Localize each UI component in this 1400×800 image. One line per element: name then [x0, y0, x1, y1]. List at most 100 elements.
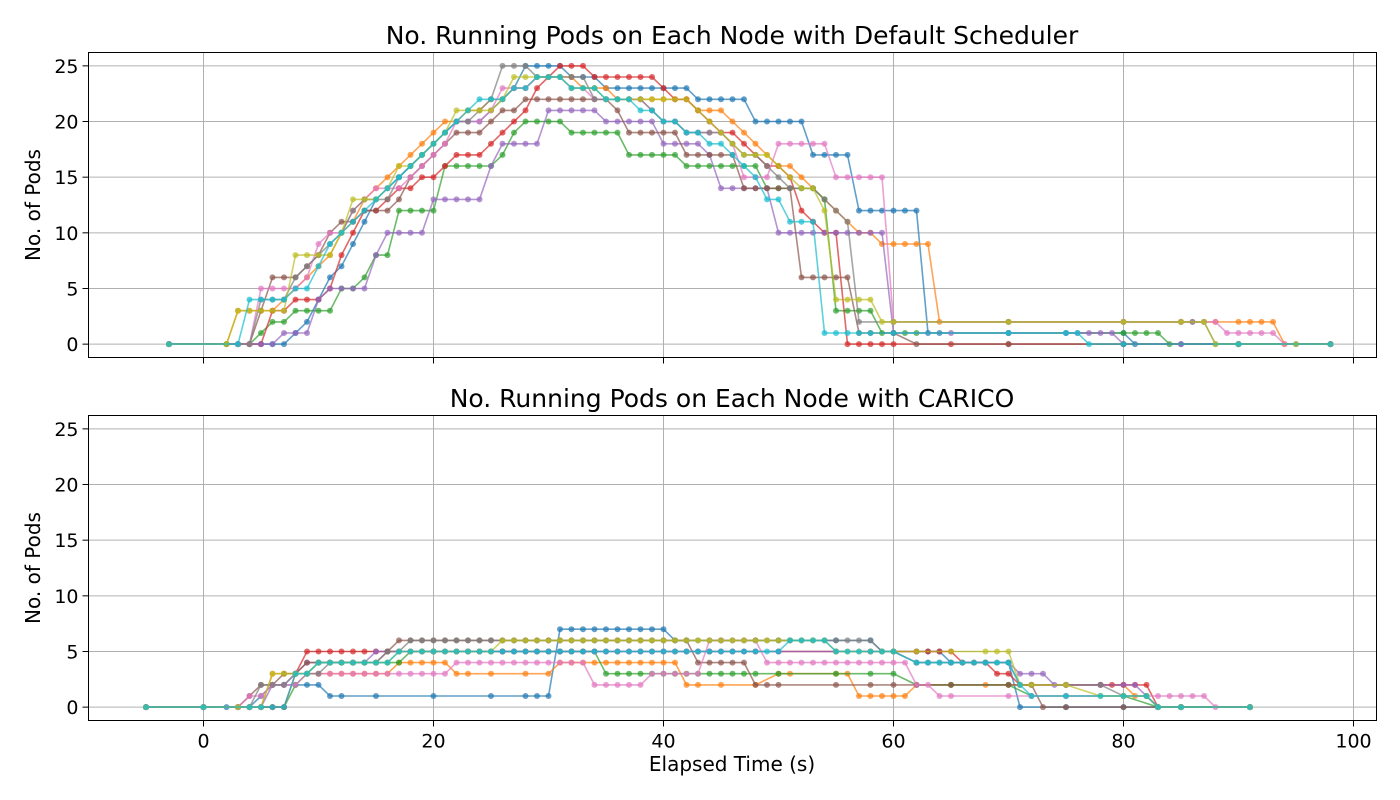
- top-chart-data-point: [798, 274, 805, 281]
- top-chart-data-point: [304, 263, 310, 270]
- top-chart-series-line: [169, 76, 1331, 345]
- bottom-chart-data-point: [798, 637, 805, 644]
- top-chart-data-point: [568, 74, 575, 80]
- bottom-chart-data-point: [1120, 704, 1127, 711]
- bottom-chart-data-point: [384, 648, 391, 655]
- top-chart-data-point: [1327, 341, 1334, 348]
- top-chart-data-point: [281, 296, 287, 303]
- bottom-chart-data-point: [775, 659, 782, 666]
- top-chart-data-point: [833, 151, 839, 158]
- bottom-chart-data-point: [246, 693, 253, 699]
- bottom-chart-data-point: [534, 693, 540, 699]
- bottom-chart-data-point: [626, 648, 632, 655]
- top-chart-data-point: [787, 218, 793, 225]
- top-chart-data-point: [913, 241, 920, 247]
- top-chart-data-point: [718, 96, 724, 103]
- top-chart-data-point: [626, 74, 632, 80]
- top-chart-data-point: [1201, 318, 1207, 325]
- top-chart-data-point: [269, 341, 276, 348]
- bottom-chart-data-point: [384, 670, 391, 677]
- bottom-chart-data-point: [706, 659, 713, 666]
- top-chart-data-point: [350, 285, 356, 292]
- bottom-chart-data-point: [614, 626, 621, 633]
- top-chart-data-point: [511, 118, 517, 125]
- bottom-chart-panel: No. Running Pods on Each Node with CARIC…: [21, 384, 1377, 776]
- top-chart-data-point: [453, 129, 460, 136]
- top-chart-data-point: [476, 107, 483, 114]
- bottom-chart-data-point: [695, 681, 701, 688]
- top-chart-data-point: [660, 151, 667, 158]
- top-chart-data-point: [614, 107, 621, 114]
- top-chart-data-point: [844, 151, 851, 158]
- bottom-chart-data-point: [522, 648, 529, 655]
- bottom-chart-data-point: [637, 648, 644, 655]
- top-chart-data-point: [545, 74, 552, 80]
- top-chart-data-point: [890, 330, 897, 336]
- bottom-chart-data-point: [327, 659, 333, 666]
- bottom-chart-data-point: [1063, 704, 1069, 711]
- top-chart-data-point: [1155, 330, 1161, 336]
- bottom-chart-data-point: [430, 648, 437, 655]
- bottom-chart-data-point: [1178, 704, 1184, 711]
- top-chart-data-point: [361, 218, 368, 225]
- top-chart-data-point: [258, 285, 264, 292]
- bottom-chart-data-point: [660, 659, 667, 666]
- bottom-chart-data-point: [545, 693, 552, 699]
- bottom-chart-data-point: [775, 637, 782, 644]
- bottom-chart-data-point: [867, 637, 874, 644]
- top-chart-data-point: [764, 118, 770, 125]
- top-chart-data-point: [603, 85, 609, 92]
- top-chart-data-point: [718, 129, 724, 136]
- top-chart-data-point: [856, 330, 862, 336]
- top-chart-data-point: [488, 140, 494, 147]
- top-chart-series-4: [166, 62, 1334, 348]
- top-chart-data-point: [879, 207, 885, 214]
- top-chart-data-point: [1247, 330, 1253, 336]
- bottom-chart-frame: [88, 415, 1377, 721]
- top-chart-data-point: [821, 140, 828, 147]
- bottom-chart-ylabel: No. of Pods: [21, 512, 45, 624]
- top-chart-data-point: [315, 252, 322, 259]
- bottom-chart-data-point: [844, 648, 851, 655]
- bottom-chart-data-point: [925, 659, 931, 666]
- bottom-chart-data-point: [442, 659, 448, 666]
- top-chart-data-point: [361, 274, 368, 281]
- bottom-chart-data-point: [591, 659, 598, 666]
- top-chart-data-point: [821, 330, 828, 336]
- top-chart-data-point: [1224, 330, 1230, 336]
- top-chart-data-point: [499, 96, 506, 103]
- bottom-chart-data-point: [626, 670, 632, 677]
- top-chart-data-point: [407, 185, 414, 192]
- bottom-chart-data-point: [361, 648, 368, 655]
- top-chart-data-point: [557, 74, 563, 80]
- top-chart-data-point: [304, 274, 310, 281]
- bottom-chart-data-point: [614, 637, 621, 644]
- top-chart-data-point: [1270, 318, 1276, 325]
- bottom-chart-data-point: [626, 681, 632, 688]
- bottom-chart-data-point: [637, 659, 644, 666]
- top-chart-data-point: [511, 129, 517, 136]
- top-chart-data-point: [729, 129, 736, 136]
- bottom-chart-data-point: [269, 681, 276, 688]
- top-chart-series-1: [166, 62, 1334, 348]
- bottom-chart-data-point: [442, 670, 448, 677]
- bottom-chart-data-point: [603, 648, 609, 655]
- bottom-chart-xtick-label: 60: [881, 731, 905, 753]
- top-chart-data-point: [361, 207, 368, 214]
- top-chart-data-point: [557, 62, 563, 69]
- top-chart-data-point: [534, 62, 540, 69]
- bottom-chart-data-point: [982, 659, 989, 666]
- top-chart-data-point: [1063, 330, 1069, 336]
- top-chart-data-point: [522, 118, 529, 125]
- bottom-chart-data-point: [637, 637, 644, 644]
- top-chart-data-point: [419, 140, 425, 147]
- top-chart-data-point: [706, 129, 713, 136]
- top-chart-series: [166, 62, 1334, 348]
- bottom-chart-data-point: [327, 670, 333, 677]
- top-chart-data-point: [281, 318, 287, 325]
- top-chart-data-point: [683, 140, 690, 147]
- top-chart-data-point: [430, 207, 437, 214]
- bottom-chart-data-point: [913, 648, 920, 655]
- top-chart-data-point: [833, 229, 839, 236]
- top-chart-data-point: [407, 207, 414, 214]
